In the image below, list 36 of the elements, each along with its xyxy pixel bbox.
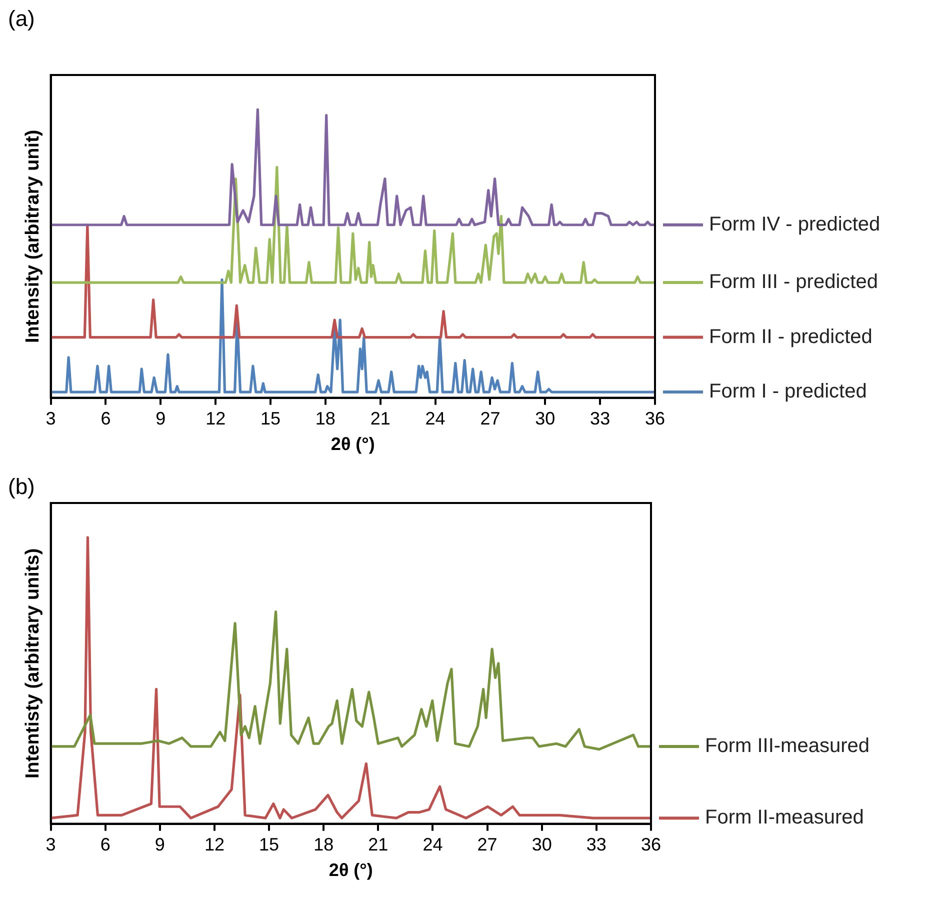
x-axis-title: 2θ (°) bbox=[330, 434, 375, 454]
y-axis-title: Intensity (arbitrary unit) bbox=[22, 130, 44, 344]
x-tick-label: 36 bbox=[640, 834, 662, 855]
x-tick-label: 15 bbox=[260, 408, 281, 429]
legend-label: Form III-measured bbox=[705, 734, 870, 757]
x-tick-label: 24 bbox=[425, 408, 446, 429]
x-tick-label: 18 bbox=[315, 408, 336, 429]
x-tick-label: 27 bbox=[477, 834, 498, 855]
legend-label: Form II-measured bbox=[705, 806, 864, 829]
x-tick-label: 36 bbox=[644, 408, 666, 429]
legend-label: Form II - predicted bbox=[709, 326, 872, 348]
x-tick-label: 15 bbox=[259, 834, 280, 855]
x-tick-label: 30 bbox=[532, 834, 552, 855]
x-tick-label: 30 bbox=[535, 408, 556, 429]
x-tick-label: 24 bbox=[422, 834, 443, 855]
x-tick-label: 33 bbox=[590, 408, 610, 429]
legend-label: Form I - predicted bbox=[709, 380, 867, 403]
x-tick-label: 6 bbox=[100, 834, 110, 855]
x-tick-label: 9 bbox=[154, 834, 165, 855]
x-tick-label: 6 bbox=[100, 408, 111, 429]
x-tick-label: 21 bbox=[368, 834, 388, 855]
legend-label: Form IV - predicted bbox=[709, 213, 880, 236]
x-axis-title: 2θ (°) bbox=[328, 860, 373, 880]
y-axis-title: Intentisty (arbitrary units) bbox=[22, 548, 44, 778]
x-tick-label: 9 bbox=[156, 408, 166, 429]
x-tick-label: 3 bbox=[46, 834, 56, 855]
text: (b) bbox=[8, 474, 35, 500]
x-tick-label: 18 bbox=[314, 834, 334, 855]
x-tick-label: 12 bbox=[204, 834, 225, 855]
x-tick-label: 27 bbox=[480, 408, 500, 429]
x-tick-label: 3 bbox=[46, 408, 56, 429]
legend-label: Form III - predicted bbox=[709, 271, 878, 294]
text: (a) bbox=[8, 6, 35, 32]
x-tick-label: 33 bbox=[586, 834, 606, 855]
x-tick-label: 12 bbox=[206, 408, 226, 429]
x-tick-label: 21 bbox=[370, 408, 390, 429]
